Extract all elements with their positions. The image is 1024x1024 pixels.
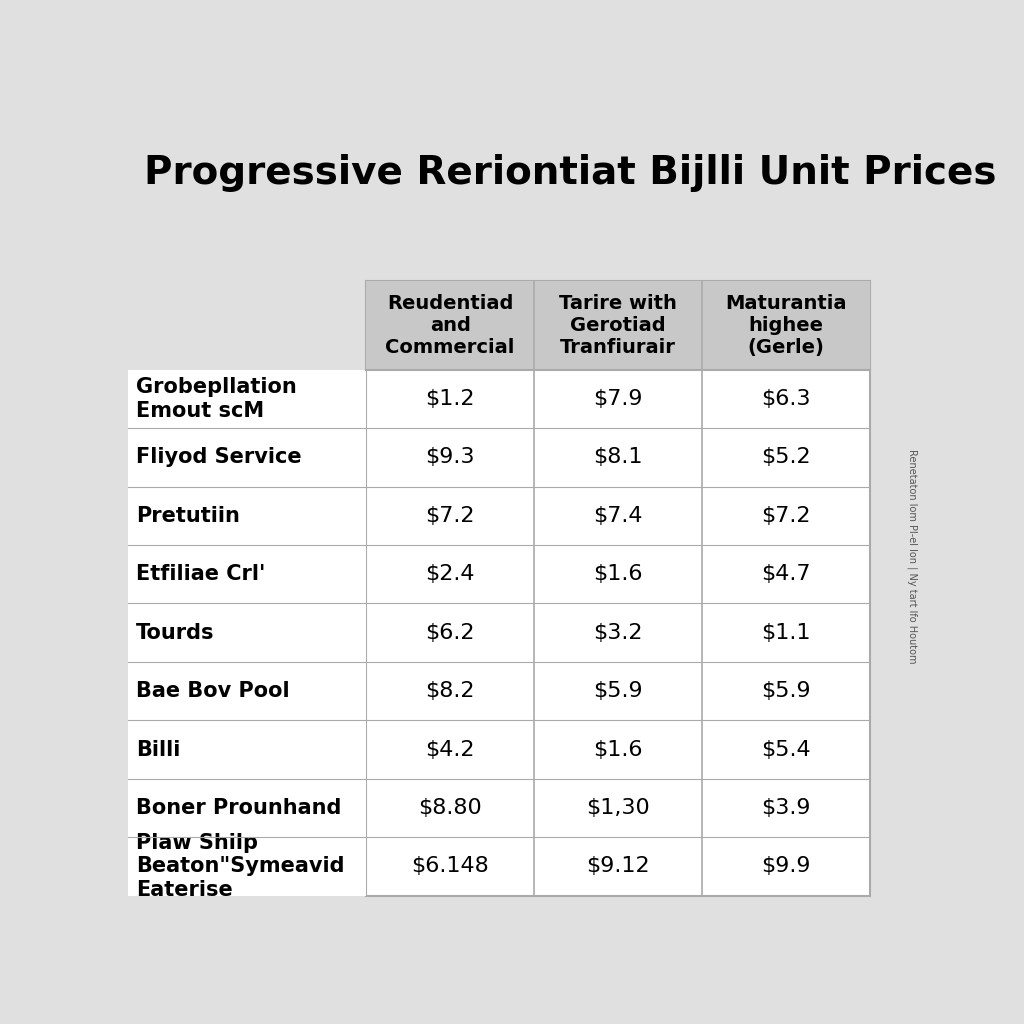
Text: $4.7: $4.7 — [761, 564, 811, 585]
Text: $5.9: $5.9 — [593, 681, 643, 701]
Text: $9.9: $9.9 — [761, 856, 811, 877]
Text: Bae Bov Pool: Bae Bov Pool — [136, 681, 290, 701]
Text: $1.2: $1.2 — [425, 389, 475, 409]
Text: Pretutiin: Pretutiin — [136, 506, 240, 525]
Text: $1,30: $1,30 — [586, 798, 650, 818]
Text: $7.2: $7.2 — [761, 506, 811, 525]
Text: Reudentiad
and
Commercial: Reudentiad and Commercial — [385, 294, 515, 356]
Text: $7.9: $7.9 — [593, 389, 643, 409]
Text: Grobepllation
Emout scM: Grobepllation Emout scM — [136, 378, 297, 421]
Text: $7.2: $7.2 — [425, 506, 475, 525]
Text: $3.2: $3.2 — [593, 623, 643, 643]
Text: $4.2: $4.2 — [425, 739, 475, 760]
Text: Tourds: Tourds — [136, 623, 214, 643]
Text: Etfiliae Crl': Etfiliae Crl' — [136, 564, 265, 585]
Text: $6.148: $6.148 — [412, 856, 488, 877]
Text: $5.2: $5.2 — [761, 447, 811, 467]
Text: $8.80: $8.80 — [418, 798, 482, 818]
Text: Progressive Reriontiat Bijlli Unit Prices: Progressive Reriontiat Bijlli Unit Price… — [143, 155, 996, 193]
Text: Boner Prounhand: Boner Prounhand — [136, 798, 341, 818]
Text: $6.3: $6.3 — [761, 389, 811, 409]
Text: Plaw Shilp
Beaton"Symeavid
Eaterise: Plaw Shilp Beaton"Symeavid Eaterise — [136, 834, 344, 899]
Text: $3.9: $3.9 — [761, 798, 811, 818]
FancyBboxPatch shape — [128, 370, 367, 896]
Text: Renetaton lom Pl-el lon | Ny tart lfo Houtom: Renetaton lom Pl-el lon | Ny tart lfo Ho… — [907, 450, 918, 664]
FancyBboxPatch shape — [367, 281, 870, 896]
FancyBboxPatch shape — [367, 281, 870, 370]
Text: $6.2: $6.2 — [425, 623, 475, 643]
Text: $8.1: $8.1 — [593, 447, 643, 467]
Text: $5.9: $5.9 — [761, 681, 811, 701]
Text: $7.4: $7.4 — [593, 506, 643, 525]
Text: $1.1: $1.1 — [761, 623, 811, 643]
Text: Maturantia
highee
(Gerle): Maturantia highee (Gerle) — [725, 294, 847, 356]
Text: $8.2: $8.2 — [425, 681, 475, 701]
Text: $9.3: $9.3 — [425, 447, 475, 467]
Text: $9.12: $9.12 — [586, 856, 650, 877]
Text: Tarire with
Gerotiad
Tranfiurair: Tarire with Gerotiad Tranfiurair — [559, 294, 677, 356]
Text: Billi: Billi — [136, 739, 180, 760]
Text: $1.6: $1.6 — [593, 739, 643, 760]
Text: $1.6: $1.6 — [593, 564, 643, 585]
Text: $5.4: $5.4 — [761, 739, 811, 760]
Text: $2.4: $2.4 — [425, 564, 475, 585]
Text: Fliyod Service: Fliyod Service — [136, 447, 301, 467]
